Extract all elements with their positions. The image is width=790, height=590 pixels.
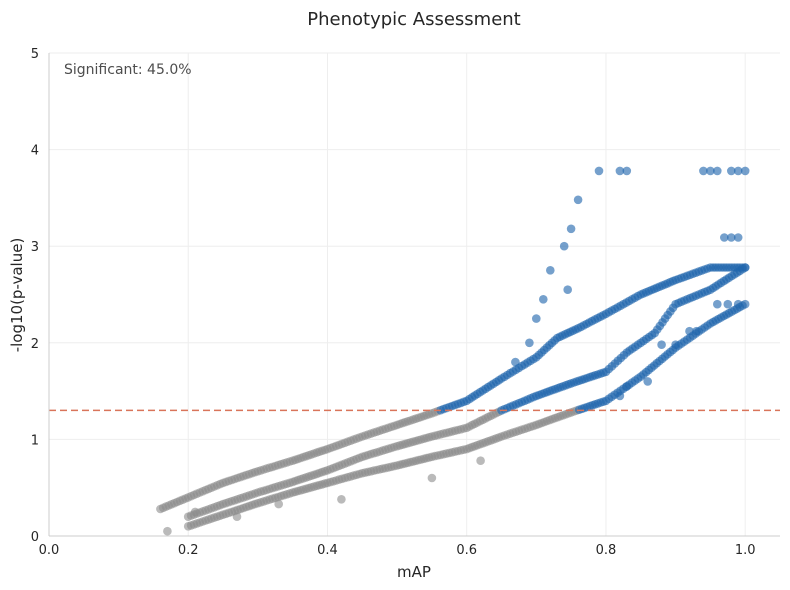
- significant-point: [733, 166, 743, 176]
- significant-point: [546, 266, 555, 275]
- non-significant-point: [274, 499, 284, 509]
- chart-title: Phenotypic Assessment: [307, 9, 521, 30]
- x-tick-label: 0.8: [596, 543, 617, 558]
- significance-annotation: Significant: 45.0%: [64, 62, 192, 78]
- significant-point: [706, 166, 715, 176]
- significant-point: [727, 166, 736, 176]
- x-tick-label: 0.4: [317, 543, 338, 558]
- significant-point: [692, 326, 701, 336]
- significant-point: [685, 326, 694, 336]
- significant-point: [713, 299, 722, 309]
- y-tick-label: 1: [31, 433, 39, 448]
- x-axis-label: mAP: [397, 563, 431, 581]
- x-tick-label: 0.2: [178, 543, 199, 558]
- significant-point: [573, 195, 583, 205]
- non-significant-point: [163, 526, 172, 536]
- y-tick-label: 4: [31, 144, 39, 159]
- significant-point: [643, 377, 652, 386]
- significant-point: [525, 338, 534, 348]
- significant-point: [559, 241, 569, 251]
- significant-point: [733, 299, 743, 309]
- significant-point: [713, 166, 722, 176]
- x-tick-label: 0.6: [456, 543, 477, 558]
- significant-point: [671, 340, 680, 350]
- non-significant-point: [190, 507, 200, 517]
- x-tick-label: 1.0: [735, 543, 756, 558]
- significant-point: [622, 382, 632, 391]
- significant-point: [532, 314, 541, 323]
- significant-point: [720, 233, 729, 242]
- x-tick-labels: 0.0 0.2 0.4 0.6 0.8 1.0: [39, 543, 756, 558]
- data-points: [156, 166, 750, 536]
- significant-point: [740, 263, 750, 272]
- significant-point: [727, 233, 736, 242]
- significant-point: [511, 357, 520, 367]
- significant-point: [733, 233, 743, 242]
- y-tick-label: 5: [31, 47, 39, 62]
- significant-point: [615, 391, 625, 401]
- significant-point: [622, 166, 632, 176]
- non-significant-point: [337, 495, 346, 504]
- significant-point: [539, 295, 548, 304]
- y-axis-label: -log10(p-value): [8, 238, 26, 353]
- significant-point: [723, 299, 733, 309]
- non-significant-point: [427, 473, 437, 483]
- significant-point: [657, 340, 666, 350]
- non-significant-point: [232, 512, 242, 521]
- significant-point: [740, 299, 750, 309]
- non-significant-point: [476, 456, 485, 466]
- y-tick-label: 2: [31, 337, 39, 352]
- significant-point: [594, 166, 604, 176]
- x-tick-label: 0.0: [39, 543, 60, 558]
- y-tick-labels: 0 1 2 3 4 5: [31, 47, 39, 545]
- significant-point: [740, 166, 750, 176]
- significant-point: [566, 224, 576, 234]
- y-tick-label: 3: [31, 240, 39, 255]
- significant-point: [615, 166, 625, 176]
- y-tick-label: 0: [31, 530, 39, 545]
- significant-point: [699, 166, 708, 176]
- significant-point: [563, 285, 572, 295]
